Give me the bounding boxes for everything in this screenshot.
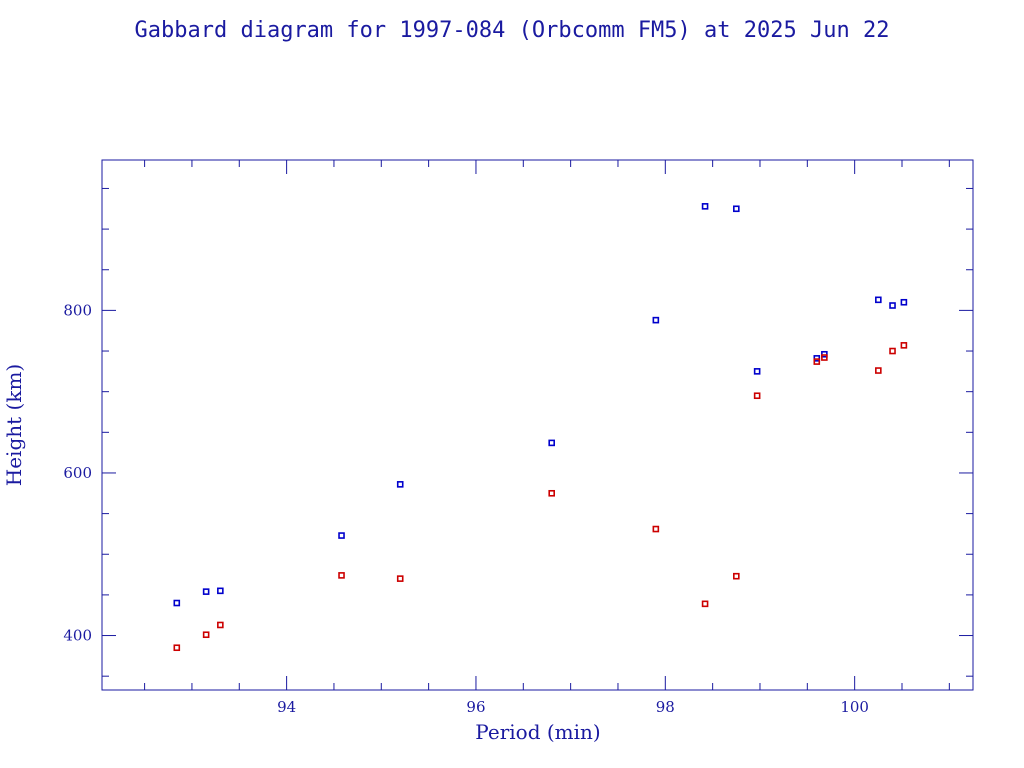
axis-tick-labels: 94 96 98 100 400 600 800 xyxy=(63,301,869,716)
perigee-point xyxy=(396,575,404,582)
perigee-point xyxy=(202,631,210,639)
perigee-point xyxy=(548,489,556,497)
apogee-point xyxy=(202,588,210,595)
apogee-point xyxy=(217,587,224,595)
plot-frame xyxy=(101,159,974,691)
apogee-point xyxy=(875,296,882,304)
apogee-point xyxy=(889,302,896,309)
y-tick-label: 600 xyxy=(63,464,92,482)
y-tick-label: 800 xyxy=(63,301,92,319)
apogee-point xyxy=(701,203,709,210)
x-tick-label: 96 xyxy=(466,698,485,716)
apogee-point xyxy=(753,368,761,375)
chart-title: Gabbard diagram for 1997-084 (Orbcomm FM… xyxy=(135,18,890,43)
axis-ticks xyxy=(102,160,973,690)
perigee-point xyxy=(173,644,181,652)
perigee-point xyxy=(889,347,896,355)
perigee-point xyxy=(813,358,821,365)
perigee-point xyxy=(900,342,908,349)
perigee-point xyxy=(701,600,709,608)
apogee-point xyxy=(173,599,181,607)
apogee-point xyxy=(338,532,345,539)
perigee-point xyxy=(217,621,224,629)
perigee-point xyxy=(338,572,345,579)
apogee-point xyxy=(900,298,908,306)
x-tick-label: 94 xyxy=(277,698,296,716)
y-tick-label: 400 xyxy=(63,627,92,645)
apogee-point xyxy=(548,439,556,447)
x-tick-label: 98 xyxy=(656,698,675,716)
perigee-point xyxy=(652,525,660,533)
x-axis-label: Period (min) xyxy=(475,720,600,744)
x-tick-label: 100 xyxy=(840,698,869,716)
perigee-point xyxy=(875,367,882,374)
apogee-point xyxy=(396,481,404,488)
perigee-point xyxy=(821,354,828,361)
perigee-point xyxy=(753,392,761,400)
data-points xyxy=(173,203,908,652)
apogee-point xyxy=(733,205,740,213)
perigee-point xyxy=(733,572,740,580)
apogee-point xyxy=(652,316,660,324)
y-axis-label: Height (km) xyxy=(2,364,26,486)
